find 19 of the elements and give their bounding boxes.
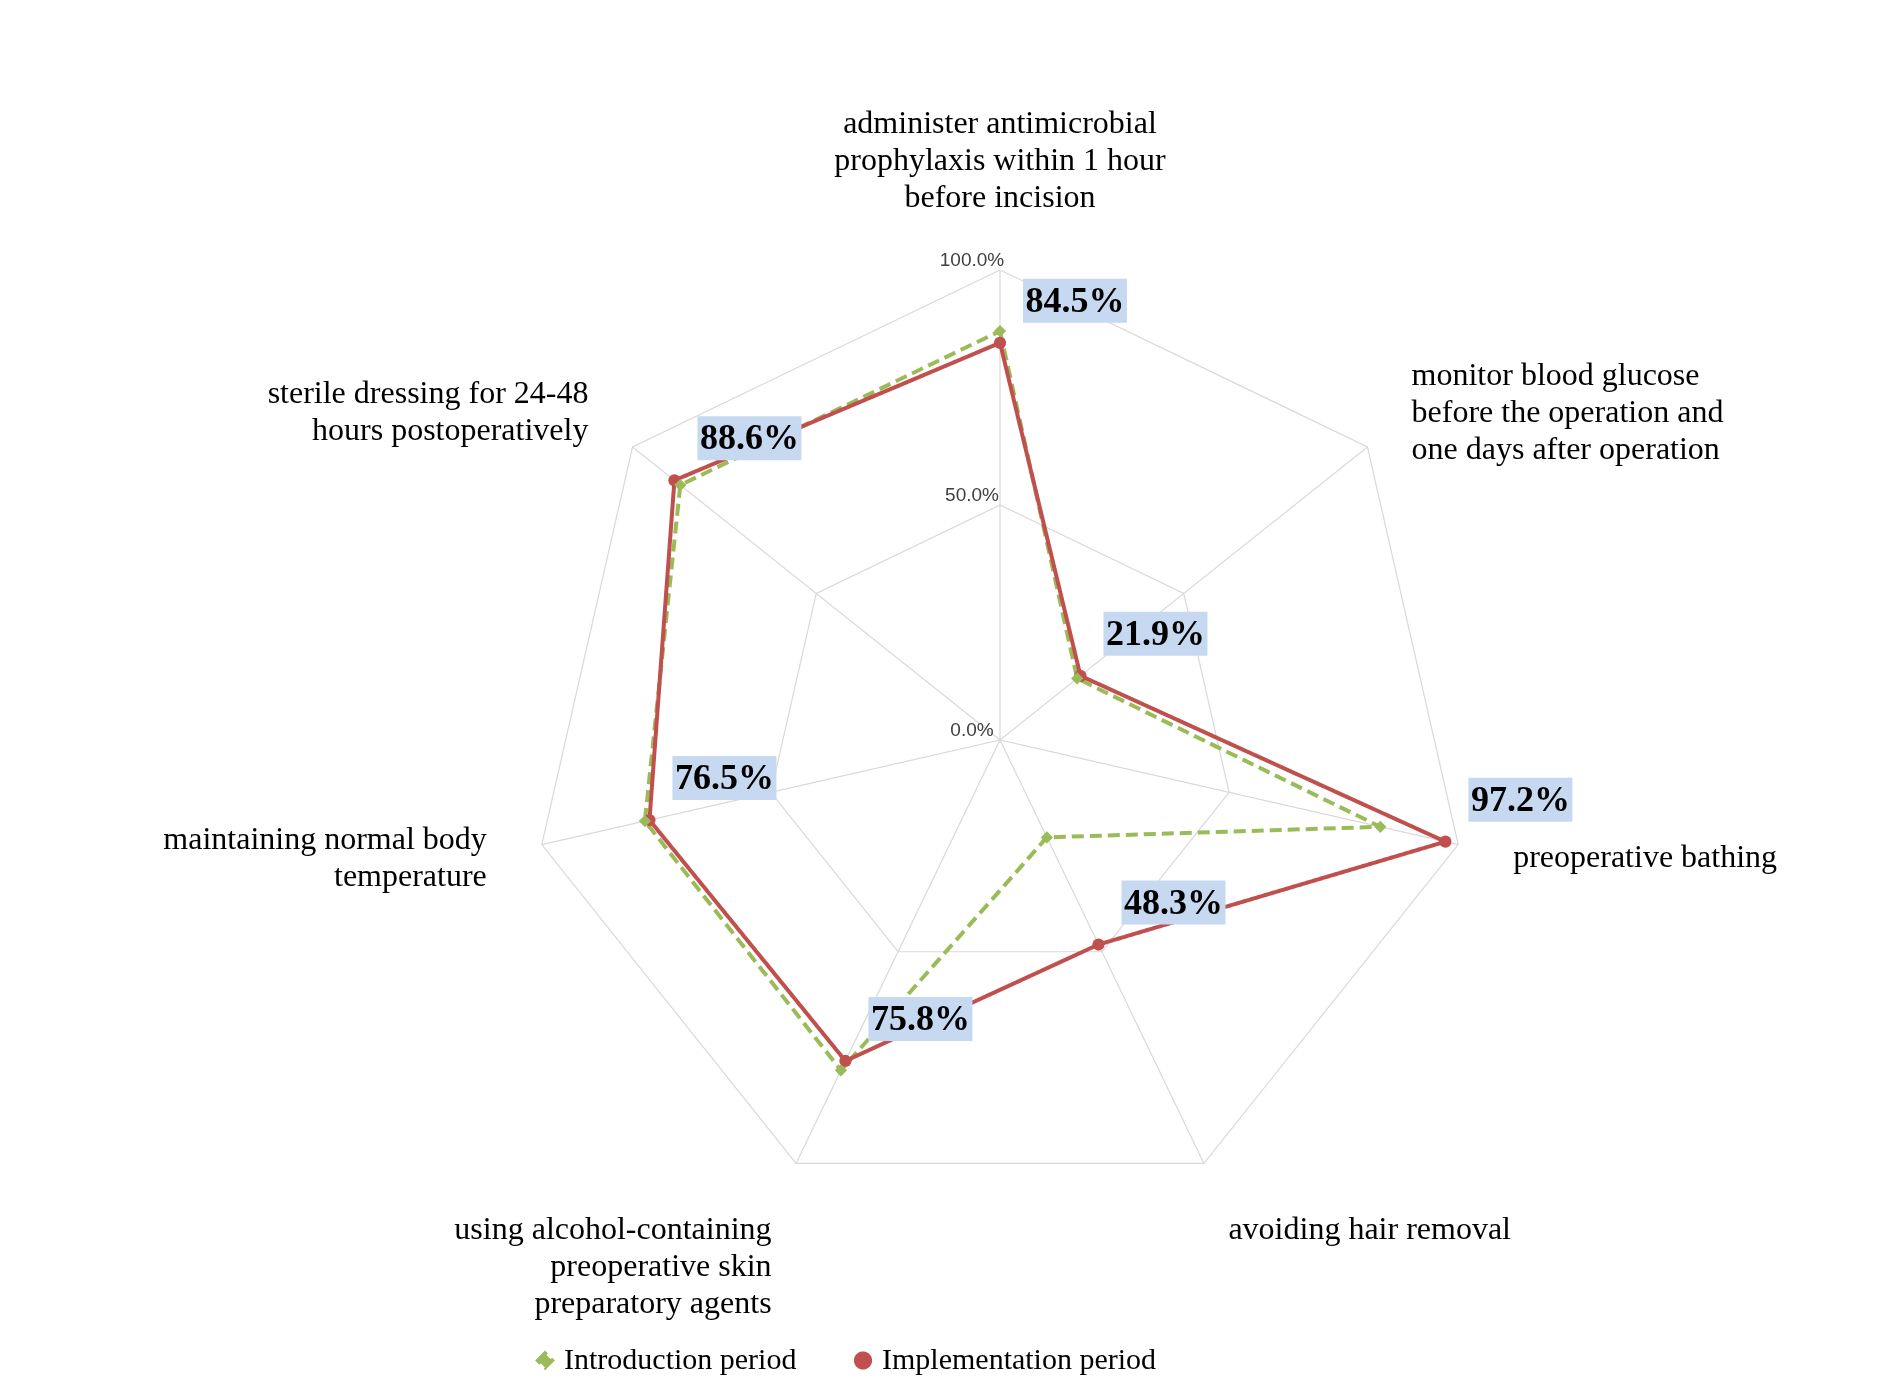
spoke-label: preoperative bathing bbox=[1513, 838, 1778, 875]
data-label: 75.8% bbox=[870, 997, 970, 1038]
spoke-label: avoiding hair removal bbox=[1228, 1210, 1512, 1247]
data-label: 76.5% bbox=[674, 757, 774, 798]
data-label: 84.5% bbox=[1025, 279, 1125, 320]
y-tick-label: 100.0% bbox=[939, 249, 1005, 270]
spoke-label: sterile dressing for 24-48 hours postoperatively bbox=[267, 374, 589, 448]
data-label: 97.2% bbox=[1470, 778, 1570, 819]
spoke-label: maintaining normal body temperature bbox=[163, 819, 487, 893]
spoke-label: monitor blood glucose before the operation and one days after operation bbox=[1411, 355, 1724, 466]
legend-label: Introduction period bbox=[564, 1342, 797, 1376]
data-label: 88.6% bbox=[699, 417, 799, 458]
spoke-label: administer antimicrobial prophylaxis within 1 hour before incision bbox=[834, 103, 1167, 214]
y-tick-label: 50.0% bbox=[945, 484, 1000, 505]
data-label: 21.9% bbox=[1105, 612, 1205, 653]
spoke-label: using alcohol-containing preoperative skin preparatory agents bbox=[454, 1210, 772, 1321]
y-tick-label: 0.0% bbox=[950, 719, 994, 740]
legend-label: Implementation period bbox=[882, 1342, 1157, 1376]
data-label: 48.3% bbox=[1124, 881, 1223, 922]
